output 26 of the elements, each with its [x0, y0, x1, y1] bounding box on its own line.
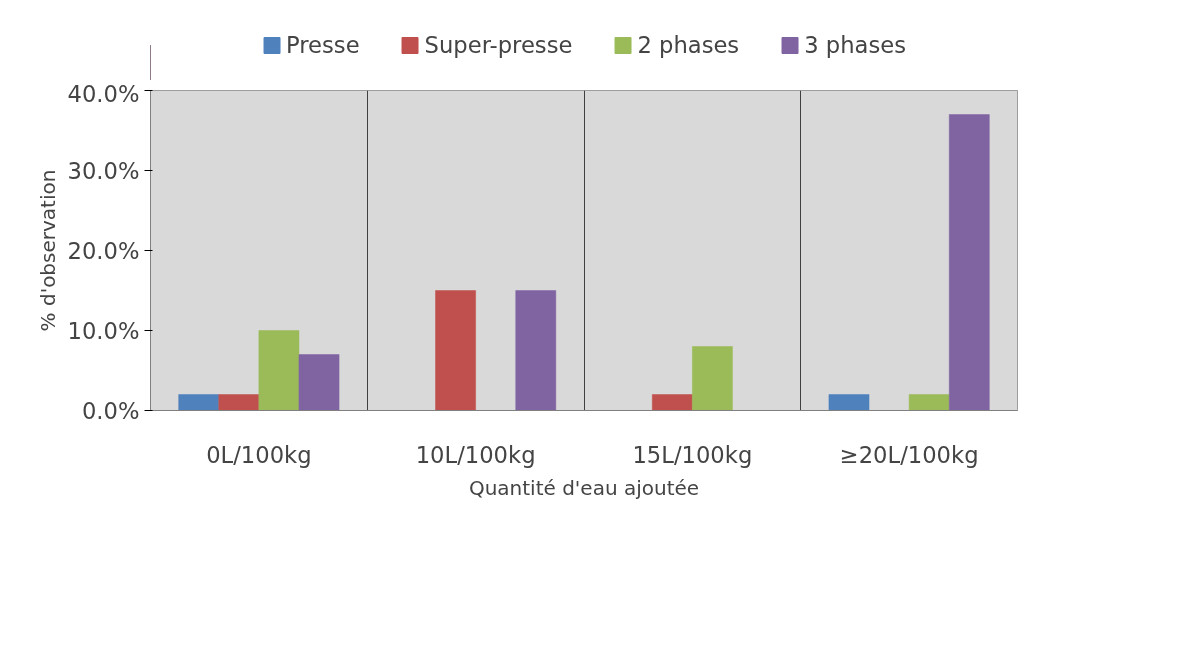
bar — [908, 394, 950, 411]
legend-label: Presse — [286, 32, 360, 58]
x-tick-label: 0L/100kg — [206, 441, 312, 468]
x-tick-label: 10L/100kg — [415, 441, 536, 468]
y-tick-label: 0.0% — [81, 397, 140, 424]
bar — [218, 394, 260, 411]
bar — [435, 290, 476, 411]
legend-label: 3 phases — [804, 32, 906, 58]
x-tick-label: ≥20L/100kg — [839, 441, 979, 468]
bar — [692, 346, 733, 411]
y-tick-label: 20.0% — [67, 237, 140, 264]
y-axis-title: % d'observation — [35, 169, 60, 332]
y-tick-label: 40.0% — [67, 80, 140, 107]
bar — [828, 394, 870, 411]
x-axis-title: Quantité d'eau ajoutée — [468, 475, 700, 500]
bar — [298, 354, 340, 411]
y-tick-label: 10.0% — [67, 317, 140, 344]
legend-label: 2 phases — [637, 32, 740, 58]
bar — [652, 394, 693, 411]
bar — [258, 330, 300, 411]
y-tick-label: 30.0% — [67, 157, 140, 184]
bar — [948, 114, 990, 411]
x-tick-label: 15L/100kg — [632, 441, 753, 468]
legend-label: Super-presse — [424, 32, 573, 58]
bar — [515, 290, 557, 411]
bar — [178, 394, 220, 411]
